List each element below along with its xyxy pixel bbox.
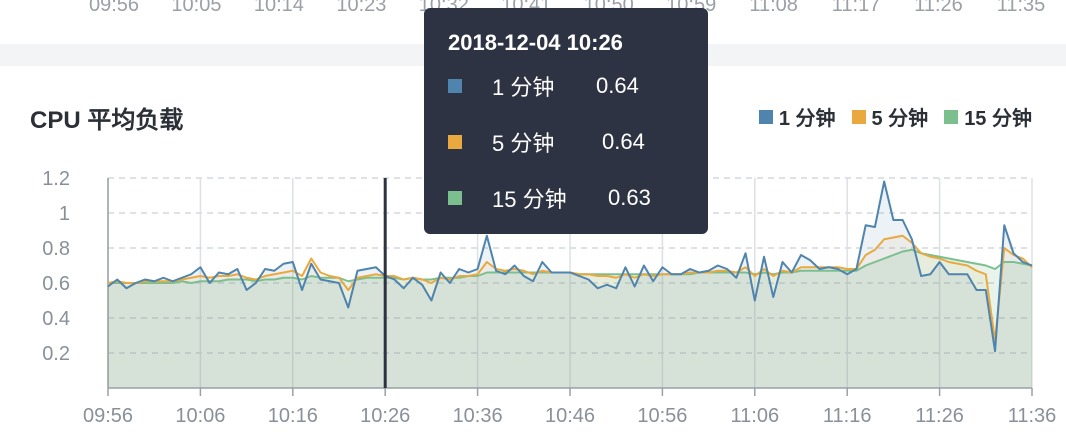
tooltip-row-15min: 15 分钟 0.63 <box>448 182 651 214</box>
x-tick-label: 10:36 <box>453 405 503 427</box>
tooltip-series-value: 0.64 <box>602 129 645 154</box>
tooltip-swatch-icon <box>448 79 462 93</box>
series-line-0 <box>107 180 1033 353</box>
tooltip-swatch-icon <box>448 135 462 149</box>
tooltip-series-name: 1 分钟 <box>492 75 555 100</box>
x-tick-label: 10:46 <box>545 405 595 427</box>
x-tick-label: 10:56 <box>637 405 687 427</box>
hover-tooltip: 2018-12-04 10:26 1 分钟 0.64 5 分钟 0.64 15 … <box>424 8 708 234</box>
y-tick-label: 0.2 <box>42 343 70 365</box>
tooltip-swatch-icon <box>448 191 462 205</box>
top-x-tick-label: 11:26 <box>914 0 963 16</box>
cpu-load-chart[interactable]: 0.2 0.4 0.6 0.8 1 1.2 09:56 10:06 10:16 10:26 10:3… <box>0 66 1066 436</box>
y-tick-label: 0.8 <box>42 238 70 260</box>
legend-item-1[interactable]: 5 分钟 <box>851 102 929 131</box>
top-x-tick-label: 11:08 <box>749 0 798 16</box>
x-tick-label: 11:26 <box>915 405 964 427</box>
chart-legend: 1 分钟 5 分钟 15 分钟 <box>758 102 1032 131</box>
series-area-1 <box>108 235 1032 388</box>
legend-label: 15 分钟 <box>964 108 1032 130</box>
x-tick-label: 11:36 <box>1008 405 1057 427</box>
top-x-tick-label: 10:14 <box>253 0 304 16</box>
series-area-0 <box>108 181 1032 388</box>
tooltip-series-name: 15 分钟 <box>492 187 567 212</box>
x-tick-label: 10:16 <box>268 405 318 427</box>
x-tick-label: 09:56 <box>83 405 133 427</box>
top-x-tick-label: 10:05 <box>171 0 222 16</box>
top-x-tick-label: 11:17 <box>831 0 881 16</box>
top-x-tick-label: 09:56 <box>88 0 140 16</box>
x-tick-label: 11:16 <box>823 405 872 427</box>
y-tick-label: 1 <box>59 203 70 225</box>
legend-item-0[interactable]: 1 分钟 <box>758 102 836 131</box>
legend-label: 5 分钟 <box>871 108 929 130</box>
x-tick-label: 10:06 <box>175 405 225 427</box>
y-tick-label: 0.4 <box>42 308 70 330</box>
top-x-tick-label: 10:23 <box>336 0 387 16</box>
legend-label: 1 分钟 <box>778 108 836 130</box>
tooltip-series-name: 5 分钟 <box>492 131 555 156</box>
tooltip-row-5min: 5 分钟 0.64 <box>448 126 645 158</box>
legend-swatch-icon <box>944 109 959 124</box>
tooltip-row-1min: 1 分钟 0.64 <box>448 70 639 102</box>
x-tick-label: 11:06 <box>731 405 780 427</box>
tooltip-series-value: 0.64 <box>596 73 639 98</box>
x-tick-label: 10:26 <box>360 405 410 427</box>
legend-item-2[interactable]: 15 分钟 <box>944 102 1032 131</box>
y-tick-label: 1.2 <box>42 168 70 190</box>
y-tick-label: 0.6 <box>42 273 70 295</box>
tooltip-title: 2018-12-04 10:26 <box>448 30 623 55</box>
legend-swatch-icon <box>851 109 866 124</box>
tooltip-series-value: 0.63 <box>608 185 651 210</box>
card-title: CPU 平均负载 <box>30 107 184 134</box>
legend-swatch-icon <box>758 109 773 124</box>
top-x-tick-label: 11:35 <box>996 0 1046 16</box>
